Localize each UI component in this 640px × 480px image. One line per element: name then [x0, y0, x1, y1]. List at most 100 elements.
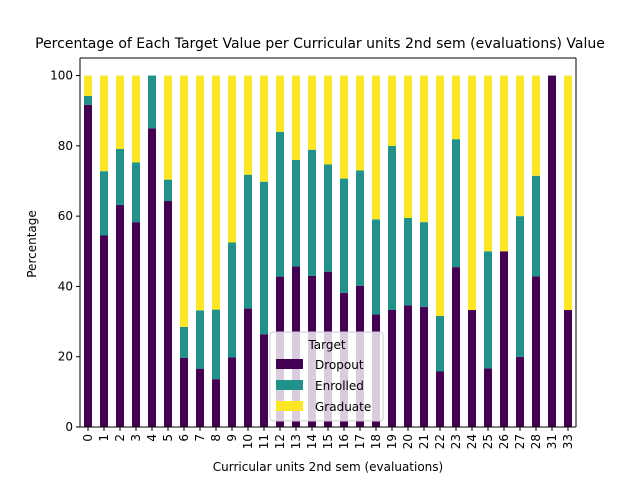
y-tick-label-100: 100 — [50, 69, 73, 83]
bar-dropout-33 — [564, 309, 572, 427]
legend-label-dropout: Dropout — [315, 358, 364, 372]
bar-enrolled-2 — [116, 149, 124, 205]
y-tick-label-80: 80 — [58, 139, 73, 153]
x-tick-label-13: 13 — [289, 434, 303, 449]
bar-graduate-18 — [372, 75, 380, 220]
bar-dropout-10 — [244, 308, 252, 427]
bar-graduate-3 — [132, 75, 140, 163]
x-tick-label-20: 20 — [401, 434, 415, 449]
bar-graduate-6 — [180, 75, 188, 327]
bar-enrolled-4 — [148, 75, 156, 129]
y-tick-label-40: 40 — [58, 279, 73, 293]
bar-dropout-4 — [148, 128, 156, 428]
bar-graduate-17 — [356, 75, 364, 171]
bar-enrolled-18 — [372, 219, 380, 315]
bar-dropout-1 — [100, 235, 108, 427]
bar-enrolled-20 — [404, 217, 412, 306]
x-tick-label-10: 10 — [241, 434, 255, 449]
bar-enrolled-5 — [164, 179, 172, 202]
bar-graduate-1 — [100, 75, 108, 172]
bar-dropout-3 — [132, 222, 140, 427]
bar-dropout-20 — [404, 305, 412, 427]
x-tick-label-17: 17 — [353, 434, 367, 449]
bar-enrolled-17 — [356, 170, 364, 286]
y-axis-label: Percentage — [25, 210, 39, 278]
bar-enrolled-19 — [388, 145, 396, 310]
x-tick-label-2: 2 — [113, 434, 127, 442]
bar-graduate-19 — [388, 75, 396, 146]
bar-enrolled-12 — [276, 131, 284, 277]
x-tick-label-15: 15 — [321, 434, 335, 449]
bar-dropout-5 — [164, 201, 172, 427]
bar-dropout-31 — [548, 75, 556, 427]
bar-dropout-9 — [228, 357, 236, 427]
x-tick-label-25: 25 — [481, 434, 495, 449]
x-tick-label-31: 31 — [545, 434, 559, 449]
bar-enrolled-14 — [308, 149, 316, 276]
x-tick-label-16: 16 — [337, 434, 351, 449]
x-axis-label: Curricular units 2nd sem (evaluations) — [213, 460, 443, 474]
bar-graduate-24 — [468, 75, 476, 310]
x-tick-label-22: 22 — [433, 434, 447, 449]
bar-enrolled-8 — [212, 309, 220, 380]
legend-swatch-enrolled — [276, 380, 303, 390]
bar-dropout-19 — [388, 309, 396, 427]
x-tick-label-27: 27 — [513, 434, 527, 449]
bar-graduate-14 — [308, 75, 316, 150]
bar-enrolled-1 — [100, 171, 108, 236]
bar-graduate-25 — [484, 75, 492, 252]
bar-graduate-5 — [164, 75, 172, 180]
x-tick-label-7: 7 — [193, 434, 207, 442]
bar-dropout-22 — [436, 371, 444, 427]
x-tick-label-21: 21 — [417, 434, 431, 449]
legend-label-enrolled: Enrolled — [315, 379, 364, 393]
x-tick-label-1: 1 — [97, 434, 111, 442]
bar-enrolled-23 — [452, 139, 460, 268]
y-tick-label-20: 20 — [58, 350, 73, 364]
bar-dropout-0 — [84, 104, 92, 428]
x-tick-label-19: 19 — [385, 434, 399, 449]
bar-graduate-2 — [116, 75, 124, 150]
bar-graduate-12 — [276, 75, 284, 132]
bar-graduate-10 — [244, 75, 252, 175]
x-tick-label-28: 28 — [529, 434, 543, 449]
bar-enrolled-16 — [340, 178, 348, 293]
x-tick-label-12: 12 — [273, 434, 287, 449]
x-tick-label-6: 6 — [177, 434, 191, 442]
bar-graduate-15 — [324, 75, 332, 165]
bar-graduate-27 — [516, 75, 524, 217]
bar-enrolled-3 — [132, 162, 140, 223]
bar-enrolled-9 — [228, 242, 236, 358]
legend: Target Dropout Enrolled Graduate — [269, 331, 384, 422]
chart-title: Percentage of Each Target Value per Curr… — [35, 36, 605, 52]
bar-dropout-27 — [516, 356, 524, 427]
x-tick-label-4: 4 — [145, 434, 159, 442]
bar-graduate-11 — [260, 75, 268, 182]
bar-dropout-28 — [532, 276, 540, 427]
bar-graduate-9 — [228, 75, 236, 243]
legend-swatch-dropout — [276, 359, 303, 369]
y-tick-label-0: 0 — [65, 420, 73, 434]
x-tick-label-14: 14 — [305, 434, 319, 449]
bar-enrolled-27 — [516, 216, 524, 357]
x-tick-label-0: 0 — [81, 434, 95, 442]
x-tick-label-23: 23 — [449, 434, 463, 449]
bar-dropout-6 — [180, 357, 188, 427]
bar-graduate-33 — [564, 75, 572, 310]
x-tick-label-3: 3 — [129, 434, 143, 442]
x-tick-label-24: 24 — [465, 434, 479, 449]
x-tick-label-33: 33 — [561, 434, 575, 449]
bar-enrolled-10 — [244, 174, 252, 309]
bar-enrolled-28 — [532, 175, 540, 277]
bar-enrolled-11 — [260, 181, 268, 335]
bar-enrolled-7 — [196, 310, 204, 369]
bar-graduate-23 — [452, 75, 460, 140]
bar-graduate-13 — [292, 75, 300, 160]
y-tick-label-60: 60 — [58, 209, 73, 223]
bar-enrolled-0 — [84, 95, 92, 105]
x-tick-label-5: 5 — [161, 434, 175, 442]
legend-label-graduate: Graduate — [315, 400, 371, 414]
bar-enrolled-6 — [180, 326, 188, 358]
